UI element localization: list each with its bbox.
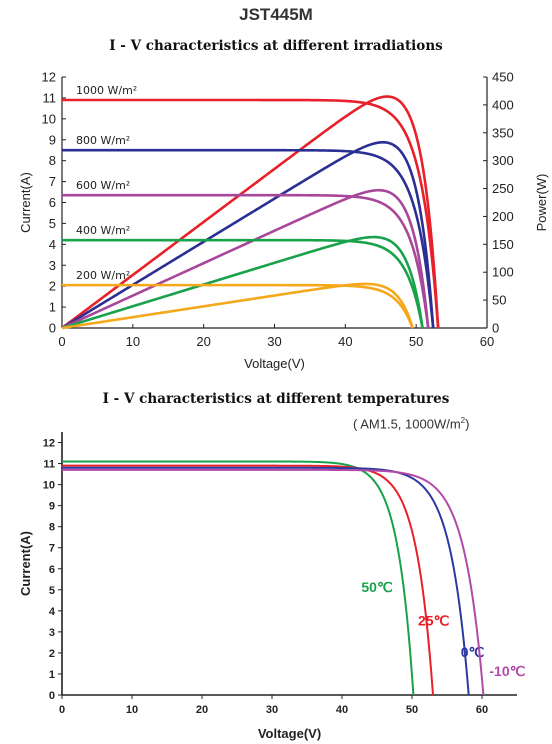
test-conditions-sup: 2 bbox=[460, 416, 466, 425]
pv-curve-2 bbox=[61, 188, 430, 330]
y-tick-label-2: 7 bbox=[49, 543, 55, 555]
pv-curve-1 bbox=[61, 140, 435, 330]
x-tick-label-2: 30 bbox=[266, 704, 278, 716]
series-label-0: 1000 W/m² bbox=[76, 84, 137, 97]
x-tick-label-2: 0 bbox=[59, 704, 65, 716]
iv-curve-2 bbox=[62, 193, 430, 329]
temp-curve-3 bbox=[62, 468, 485, 696]
chart-title-temperature: I - V characteristics at different tempe… bbox=[102, 391, 450, 407]
y-tick-label: 1 bbox=[49, 300, 56, 315]
y-tick-label-2: 3 bbox=[49, 627, 55, 639]
y2-tick-label: 100 bbox=[492, 265, 514, 280]
y2-tick-label: 50 bbox=[492, 293, 506, 308]
iv-curve-0 bbox=[62, 98, 440, 329]
test-conditions-text: ( AM1.5, 1000W/m bbox=[353, 416, 461, 432]
y-tick-label-2: 6 bbox=[49, 564, 55, 576]
y-tick-label-2: 1 bbox=[49, 669, 55, 681]
y-tick-label: 11 bbox=[43, 90, 57, 105]
x-tick-label: 50 bbox=[409, 334, 423, 349]
y2-tick-label: 450 bbox=[492, 70, 514, 85]
y-tick-label-2: 10 bbox=[43, 480, 55, 492]
temp-label-3: -10℃ bbox=[489, 663, 525, 679]
temp-label-1: 25℃ bbox=[418, 613, 450, 629]
y-tick-label: 3 bbox=[49, 258, 56, 273]
x-tick-label-2: 10 bbox=[126, 704, 138, 716]
x-tick-label-2: 60 bbox=[476, 704, 488, 716]
test-conditions-end: ) bbox=[465, 416, 470, 432]
y2-tick-label: 350 bbox=[492, 125, 514, 140]
y-tick-label: 5 bbox=[49, 216, 56, 231]
x-tick-label: 20 bbox=[196, 334, 210, 349]
y-tick-label: 9 bbox=[49, 132, 56, 147]
y2-axis-label: Power(W) bbox=[534, 174, 549, 232]
x-tick-label: 60 bbox=[480, 334, 494, 349]
x-axis-label: Voltage(V) bbox=[244, 356, 305, 371]
y2-tick-label: 150 bbox=[492, 237, 514, 252]
y-tick-label: 7 bbox=[49, 174, 56, 189]
y-axis-label: Current(A) bbox=[18, 172, 33, 233]
pv-curve-3 bbox=[61, 235, 424, 330]
iv-curve-3 bbox=[62, 238, 424, 329]
series-label-3: 400 W/m² bbox=[76, 224, 130, 237]
y-tick-label: 6 bbox=[49, 195, 56, 210]
series-label-1: 800 W/m² bbox=[76, 134, 130, 147]
temp-label-0: 50℃ bbox=[361, 579, 393, 595]
y-tick-label-2: 2 bbox=[49, 648, 55, 660]
x-tick-label-2: 40 bbox=[336, 704, 348, 716]
x-tick-label-2: 50 bbox=[406, 704, 418, 716]
x-tick-label-2: 20 bbox=[196, 704, 208, 716]
y2-tick-label: 200 bbox=[492, 209, 514, 224]
iv-curve-4 bbox=[62, 283, 414, 329]
y2-tick-label: 0 bbox=[492, 321, 499, 336]
y2-tick-label: 300 bbox=[492, 153, 514, 168]
y2-tick-label: 400 bbox=[492, 97, 514, 112]
y-tick-label-2: 4 bbox=[49, 606, 56, 618]
chart-title-irradiation: I - V characteristics at different irrad… bbox=[109, 38, 443, 54]
irradiation-chart: 0123456789101112050100150200250300350400… bbox=[18, 70, 549, 372]
pv-curve-0 bbox=[61, 95, 440, 330]
y2-tick-label: 250 bbox=[492, 181, 514, 196]
y-tick-label: 10 bbox=[42, 111, 56, 126]
x-tick-label: 30 bbox=[267, 334, 281, 349]
y-tick-label: 8 bbox=[49, 153, 56, 168]
y-tick-label-2: 8 bbox=[49, 522, 55, 534]
y-tick-label: 0 bbox=[49, 321, 56, 336]
y-tick-label-2: 9 bbox=[49, 501, 55, 513]
page-title: JST445M bbox=[239, 5, 313, 24]
y-tick-label-2: 0 bbox=[49, 690, 55, 702]
iv-curve-1 bbox=[62, 148, 435, 329]
y-axis-label-2: Current(A) bbox=[18, 531, 33, 596]
x-tick-label: 10 bbox=[126, 334, 140, 349]
series-label-2: 600 W/m² bbox=[76, 179, 130, 192]
x-tick-label: 0 bbox=[58, 334, 65, 349]
y-tick-label-2: 11 bbox=[43, 459, 55, 471]
series-label-4: 200 W/m² bbox=[76, 269, 130, 282]
y-tick-label: 4 bbox=[49, 237, 56, 252]
x-axis-label-2: Voltage(V) bbox=[258, 726, 321, 741]
y-tick-label: 12 bbox=[42, 70, 56, 85]
y-tick-label-2: 12 bbox=[43, 438, 55, 450]
temp-curve-2 bbox=[62, 466, 470, 696]
y-tick-label: 2 bbox=[49, 279, 56, 294]
y-tick-label-2: 5 bbox=[49, 585, 55, 597]
x-tick-label: 40 bbox=[338, 334, 352, 349]
pv-curve-4 bbox=[61, 282, 414, 330]
test-conditions: ( AM1.5, 1000W/m2) bbox=[353, 416, 469, 431]
